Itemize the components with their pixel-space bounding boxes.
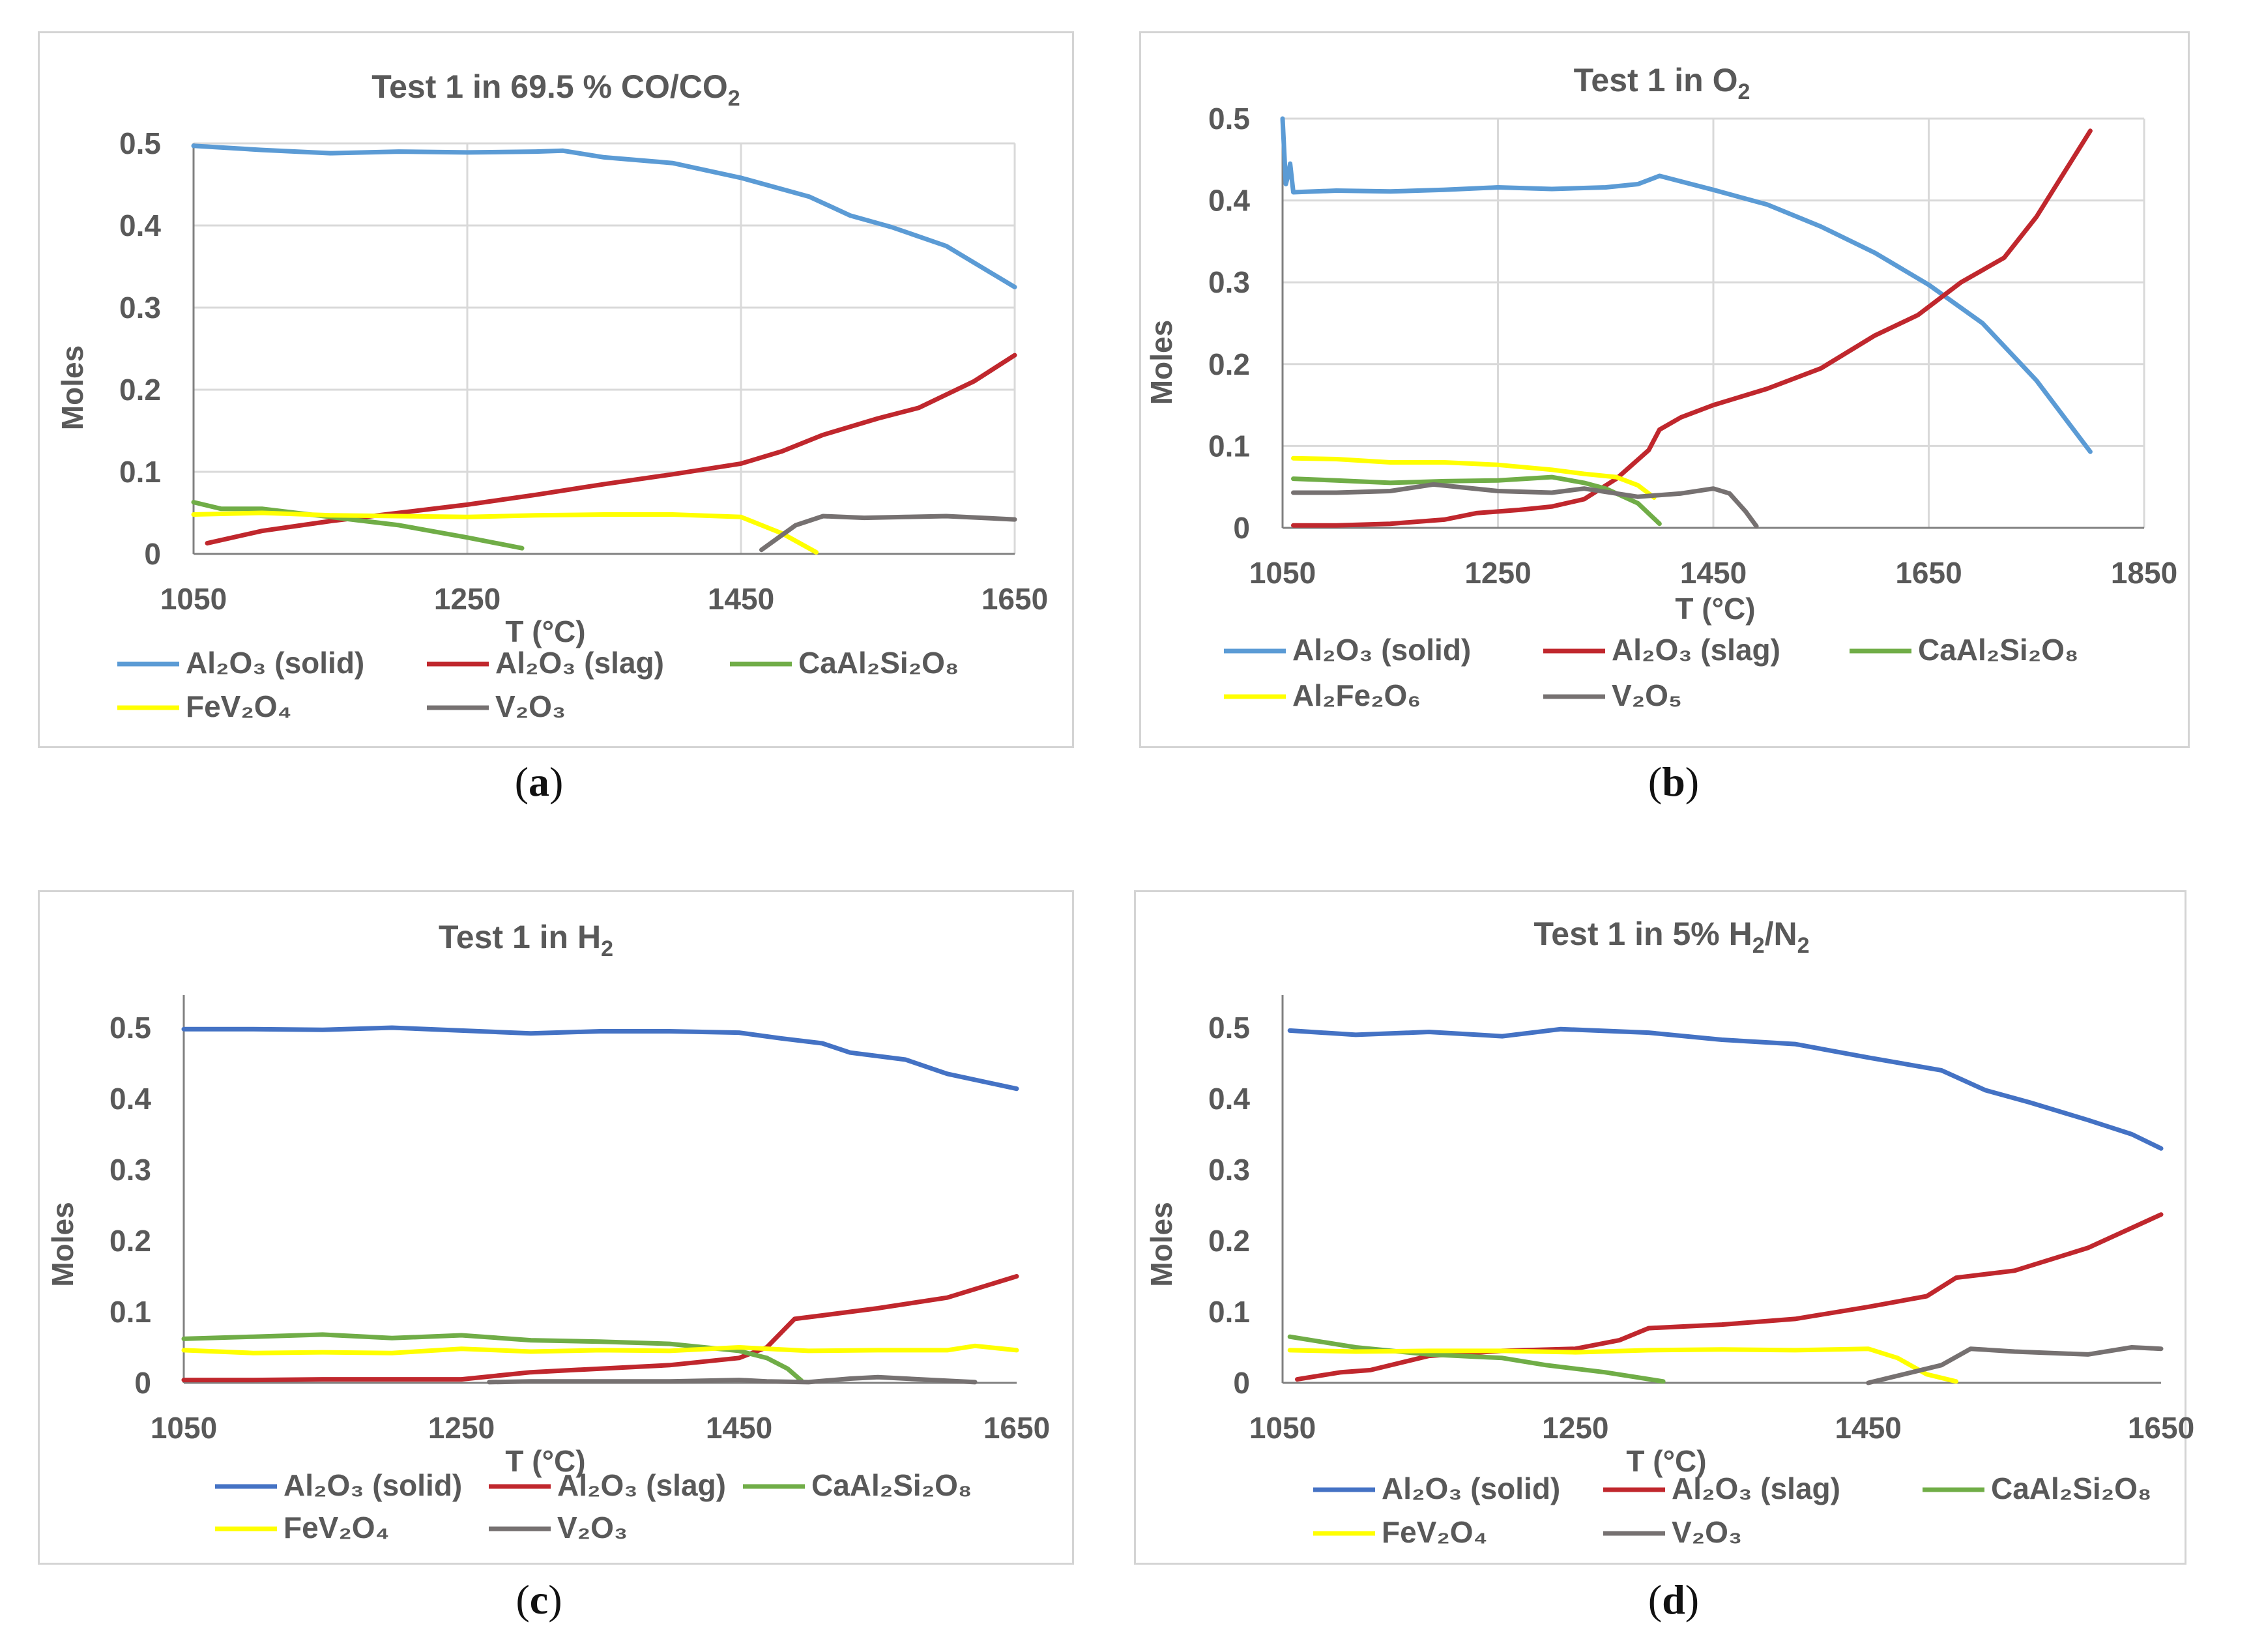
- x-tick-label-b: 1250: [1464, 556, 1531, 590]
- y-tick-label-c: 0.3: [109, 1153, 151, 1187]
- chart-panel-d: [1134, 890, 2186, 1565]
- x-axis-label-b: T (°C): [1675, 592, 1755, 626]
- series-line-a-2: [191, 500, 525, 551]
- chart-title-b: Test 1 in O2: [1574, 62, 1750, 104]
- legend-label-d-2: CaAl₂Si₂O₈: [1991, 1471, 2151, 1505]
- legend-label-a-2: CaAl₂Si₂O₈: [798, 646, 959, 680]
- y-tick-label-d: 0: [1233, 1366, 1250, 1400]
- legend-label-d-3: FeV₂O₄: [1382, 1515, 1488, 1549]
- series-line-b-1: [1291, 128, 2093, 528]
- y-tick-label-a: 0.5: [119, 126, 161, 160]
- series-line-c-3: [181, 1343, 1019, 1355]
- chart-title-d: Test 1 in 5% H2/N2: [1533, 916, 1809, 958]
- x-tick-label-d: 1650: [2128, 1411, 2194, 1445]
- chart-title-a: Test 1 in 69.5 % CO/CO2: [371, 68, 740, 111]
- legend-label-a-3: FeV₂O₄: [186, 689, 292, 723]
- y-tick-label-a: 0: [144, 537, 161, 571]
- y-tick-label-b: 0.3: [1208, 265, 1250, 299]
- series-line-d-2: [1287, 1334, 1666, 1384]
- x-axis-label-d: T (°C): [1626, 1444, 1706, 1478]
- y-tick-label-b: 0.4: [1208, 184, 1250, 218]
- legend-label-c-1: Al₂O₃ (slag): [557, 1468, 726, 1502]
- y-tick-label-d: 0.5: [1208, 1011, 1250, 1045]
- y-tick-label-c: 0.5: [109, 1011, 151, 1045]
- legend-label-d-0: Al₂O₃ (solid): [1382, 1471, 1560, 1505]
- series-line-a-3: [191, 510, 819, 555]
- x-tick-label-b: 1450: [1680, 556, 1747, 590]
- series-line-d-3: [1287, 1346, 1958, 1384]
- x-tick-label-c: 1050: [151, 1411, 217, 1445]
- series-line-c-2: [181, 1332, 804, 1384]
- legend-label-c-0: Al₂O₃ (solid): [283, 1468, 462, 1502]
- y-tick-label-a: 0.1: [119, 455, 161, 489]
- y-tick-label-a: 0.3: [119, 291, 161, 325]
- legend-label-b-2: CaAl₂Si₂O₈: [1918, 633, 2078, 667]
- chart-title-c: Test 1 in H2: [439, 919, 613, 961]
- series-line-d-0: [1287, 1026, 2164, 1151]
- series-line-a-0: [191, 143, 1017, 289]
- y-tick-label-b: 0.1: [1208, 429, 1250, 463]
- series-line-b-3: [1291, 456, 1657, 500]
- x-tick-label-d: 1450: [1835, 1411, 1901, 1445]
- caption-a: (a): [514, 759, 564, 805]
- y-tick-label-b: 0.2: [1208, 347, 1250, 381]
- y-tick-label-c: 0.2: [109, 1224, 151, 1258]
- series-line-c-0: [181, 1025, 1019, 1092]
- x-tick-label-d: 1250: [1542, 1411, 1608, 1445]
- chart-panel-b: [1139, 31, 2190, 748]
- y-axis-label-d: Moles: [1144, 1202, 1178, 1286]
- x-tick-label-c: 1450: [706, 1411, 772, 1445]
- legend-label-d-1: Al₂O₃ (slag): [1672, 1471, 1840, 1505]
- legend-label-d-4: V₂O₃: [1672, 1515, 1742, 1549]
- series-line-d-1: [1295, 1212, 2164, 1382]
- x-tick-label-c: 1650: [983, 1411, 1050, 1445]
- legend-label-b-0: Al₂O₃ (solid): [1292, 633, 1471, 667]
- y-tick-label-c: 0: [134, 1366, 151, 1400]
- chart-panel-c: [38, 890, 1074, 1565]
- y-tick-label-c: 0.4: [109, 1082, 151, 1116]
- x-tick-label-b: 1850: [2111, 556, 2177, 590]
- series-line-b-4: [1291, 482, 1759, 529]
- y-tick-label-d: 0.3: [1208, 1153, 1250, 1187]
- series-line-a-4: [759, 514, 1017, 553]
- x-tick-label-c: 1250: [428, 1411, 495, 1445]
- caption-d: (d): [1648, 1576, 1700, 1623]
- legend-label-c-4: V₂O₃: [557, 1511, 628, 1544]
- legend-label-c-2: CaAl₂Si₂O₈: [811, 1468, 972, 1502]
- legend-label-a-0: Al₂O₃ (solid): [186, 646, 364, 680]
- legend-label-a-4: V₂O₃: [495, 689, 566, 723]
- caption-b: (b): [1648, 759, 1700, 805]
- x-tick-label-a: 1650: [981, 582, 1048, 616]
- series-line-b-0: [1280, 116, 2093, 454]
- y-tick-label-b: 0: [1233, 511, 1250, 545]
- legend-label-a-1: Al₂O₃ (slag): [495, 646, 664, 680]
- x-tick-label-a: 1450: [708, 582, 774, 616]
- caption-c: (c): [516, 1576, 562, 1623]
- y-tick-label-d: 0.2: [1208, 1224, 1250, 1258]
- y-tick-label-d: 0.1: [1208, 1295, 1250, 1329]
- x-tick-label-b: 1650: [1895, 556, 1962, 590]
- x-axis-label-a: T (°C): [505, 615, 585, 648]
- legend-label-b-4: V₂O₅: [1612, 678, 1682, 712]
- y-axis-label-b: Moles: [1144, 320, 1178, 405]
- y-tick-label-d: 0.4: [1208, 1082, 1250, 1116]
- x-axis-label-c: T (°C): [505, 1444, 585, 1478]
- y-tick-label-c: 0.1: [109, 1295, 151, 1329]
- legend-label-b-1: Al₂O₃ (slag): [1612, 633, 1780, 667]
- x-tick-label-d: 1050: [1249, 1411, 1316, 1445]
- series-line-c-4: [487, 1374, 978, 1385]
- x-tick-label-a: 1250: [434, 582, 501, 616]
- series-line-d-4: [1866, 1345, 2164, 1385]
- legend-label-b-3: Al₂Fe₂O₆: [1292, 678, 1421, 712]
- y-axis-label-a: Moles: [55, 345, 89, 430]
- x-tick-label-b: 1050: [1249, 556, 1316, 590]
- y-axis-label-c: Moles: [46, 1202, 80, 1286]
- legend-label-c-3: FeV₂O₄: [283, 1511, 390, 1544]
- y-tick-label-b: 0.5: [1208, 102, 1250, 136]
- x-tick-label-a: 1050: [160, 582, 227, 616]
- y-tick-label-a: 0.4: [119, 209, 161, 242]
- y-tick-label-a: 0.2: [119, 373, 161, 407]
- series-line-c-1: [181, 1274, 1019, 1383]
